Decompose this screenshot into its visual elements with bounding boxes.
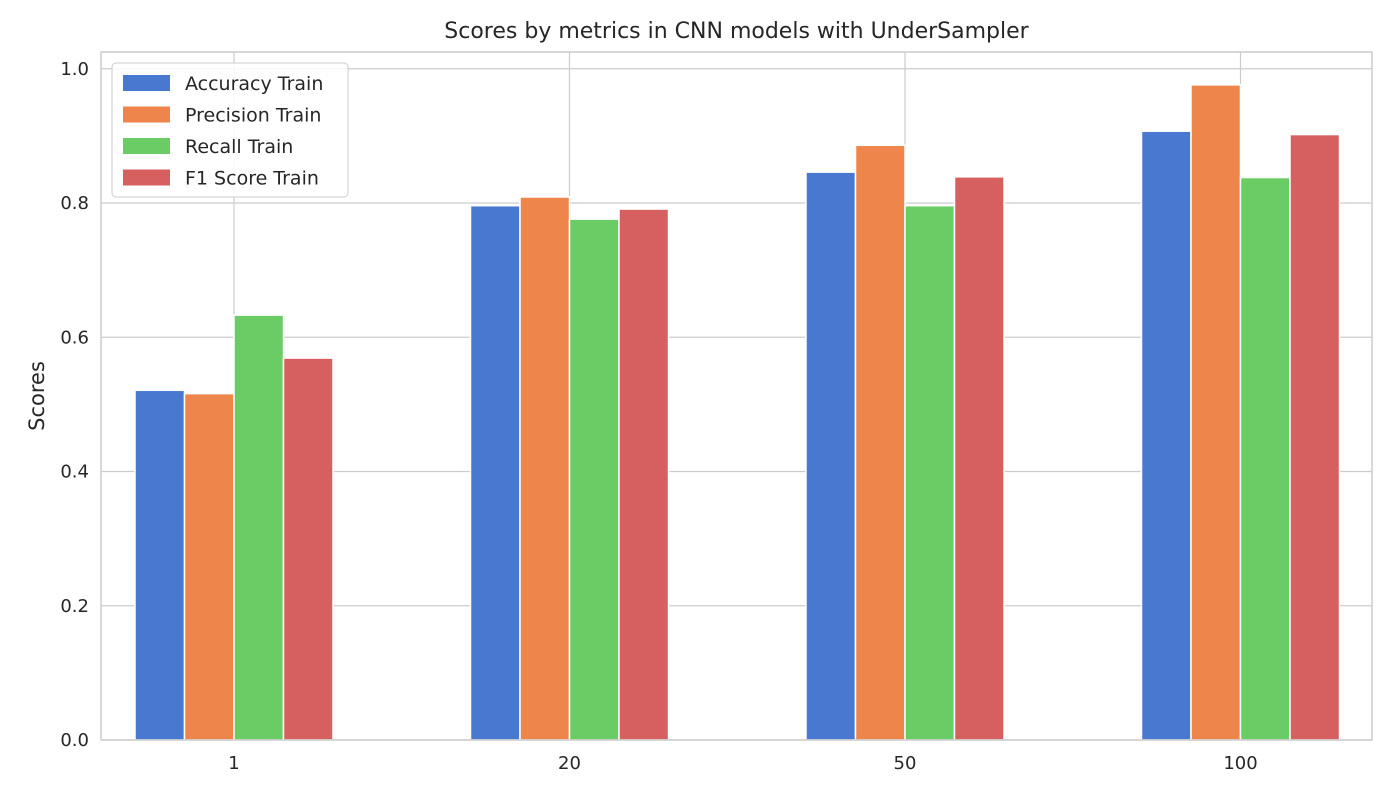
- bar: [233, 314, 285, 741]
- legend-label: Accuracy Train: [185, 73, 323, 95]
- bar: [1289, 133, 1341, 741]
- y-tick-label: 0.4: [60, 462, 89, 483]
- y-tick-label: 1.0: [60, 59, 89, 80]
- y-tick-label: 0.2: [60, 596, 89, 617]
- x-tick-label: 20: [558, 753, 581, 774]
- y-tick-label: 0.0: [60, 730, 89, 751]
- legend-swatch: [123, 106, 170, 123]
- bar: [282, 357, 334, 741]
- bar: [805, 171, 857, 741]
- legend-swatch: [123, 138, 170, 154]
- bar: [183, 392, 235, 741]
- bar: [1190, 84, 1242, 741]
- y-tick-label: 0.6: [60, 327, 89, 348]
- bar: [1239, 176, 1291, 741]
- bar: [1140, 130, 1192, 741]
- bar: [904, 204, 956, 741]
- bar: [953, 176, 1005, 741]
- bar: [134, 389, 186, 741]
- bar: [519, 196, 571, 741]
- y-ticks: 0.0 0.2 0.4 0.6 0.8 1.0: [60, 59, 89, 751]
- x-tick-label: 1: [228, 753, 239, 774]
- legend-box: [111, 62, 349, 198]
- x-tick-label: 50: [894, 753, 917, 774]
- bar: [854, 144, 906, 741]
- legend-swatch: [123, 75, 170, 91]
- legend-swatch: [123, 169, 170, 186]
- bar: [469, 204, 521, 741]
- bar: [568, 218, 620, 741]
- x-tick-label: 100: [1223, 753, 1257, 774]
- legend-label: Recall Train: [185, 136, 293, 158]
- bar: [618, 208, 670, 741]
- y-axis-label: Scores: [25, 361, 49, 431]
- legend-label: Precision Train: [185, 105, 321, 127]
- chart-title: Scores by metrics in CNN models with Und…: [444, 19, 1029, 44]
- legend: Accuracy Train Precision Train Recall Trai…: [111, 62, 349, 198]
- plot-frame: [100, 51, 1373, 741]
- x-ticks: 1 20 50 100: [228, 753, 1257, 774]
- legend-label: F1 Score Train: [185, 168, 319, 190]
- y-tick-label: 0.8: [60, 193, 89, 214]
